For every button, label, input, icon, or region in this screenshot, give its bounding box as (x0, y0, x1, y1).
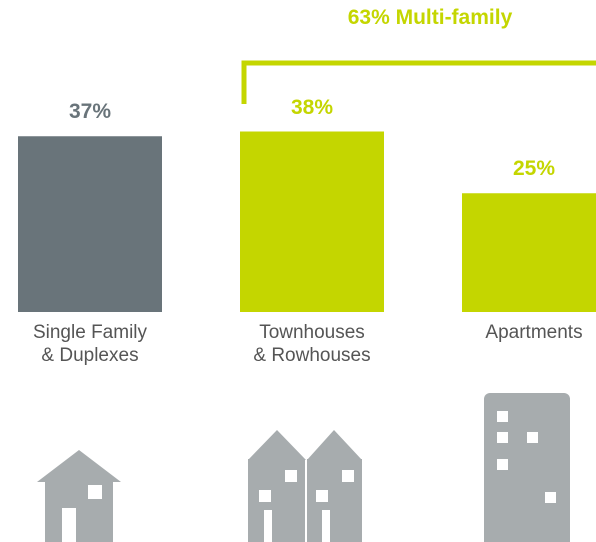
bracket (241, 60, 596, 104)
category-label: Townhouses & Rowhouses (253, 322, 371, 366)
value-label: 25% (512, 157, 556, 181)
value-label: 38% (290, 95, 334, 119)
apartment-icon (484, 393, 570, 542)
bar (462, 193, 596, 312)
townhouse-details (259, 470, 354, 542)
value-label: 37% (68, 100, 112, 124)
category-label: Apartments (485, 322, 583, 343)
annotation: 63% Multi-family (347, 6, 513, 29)
apartment-windows (497, 411, 556, 503)
house-icon (37, 450, 121, 542)
category-label: Single Family & Duplexes (32, 322, 148, 366)
bar (18, 136, 162, 312)
house-details (62, 485, 102, 542)
bar (240, 131, 384, 312)
